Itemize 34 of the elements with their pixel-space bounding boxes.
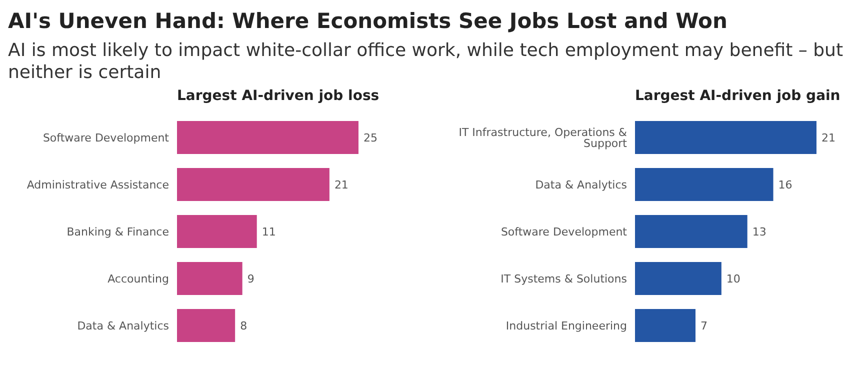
- bar: [177, 168, 330, 202]
- text: AI is most likely to impact white-collar office work, while tech employment may benefit – but neither is certain: [8, 40, 844, 84]
- data-label: 13: [752, 225, 766, 238]
- text: AI's Uneven Hand: Where Economists See Jobs Lost and Won: [8, 8, 728, 34]
- y-tick-label: Accounting: [108, 272, 169, 286]
- y-tick-label: Software Development: [500, 225, 628, 238]
- y-tick-label: Data & Analytics: [535, 178, 628, 192]
- bar: [635, 215, 748, 248]
- data-label: 21: [334, 178, 348, 192]
- bar: [177, 262, 242, 296]
- bar: [177, 309, 236, 342]
- y-tick-label: Administrative Assistance: [26, 178, 170, 192]
- y-tick-label: IT Systems & Solutions: [500, 272, 628, 286]
- data-label: 9: [247, 272, 254, 286]
- bar: [635, 309, 696, 342]
- bar: [635, 168, 774, 202]
- chart-title: Largest AI-driven job gain: [635, 88, 842, 106]
- bar: [635, 121, 816, 154]
- y-tick-label: Industrial Engineering: [506, 319, 627, 332]
- y-tick-label: Software Development: [42, 131, 170, 144]
- bar: [635, 262, 722, 296]
- y-tick-label: Banking & Finance: [66, 225, 170, 238]
- data-label: 21: [821, 131, 836, 144]
- data-label: 11: [262, 225, 276, 238]
- data-label: 8: [240, 319, 248, 332]
- bar: [177, 215, 257, 248]
- data-label: 16: [778, 178, 792, 192]
- data-label: 10: [726, 272, 740, 286]
- data-label: 25: [363, 131, 378, 144]
- y-tick-label: Data & Analytics: [77, 319, 170, 332]
- data-label: 7: [700, 319, 708, 332]
- chart-title: Largest AI-driven job loss: [177, 88, 380, 106]
- y-tick-label: IT Infrastructure, Operations & Support: [458, 126, 628, 150]
- bar: [177, 121, 358, 154]
